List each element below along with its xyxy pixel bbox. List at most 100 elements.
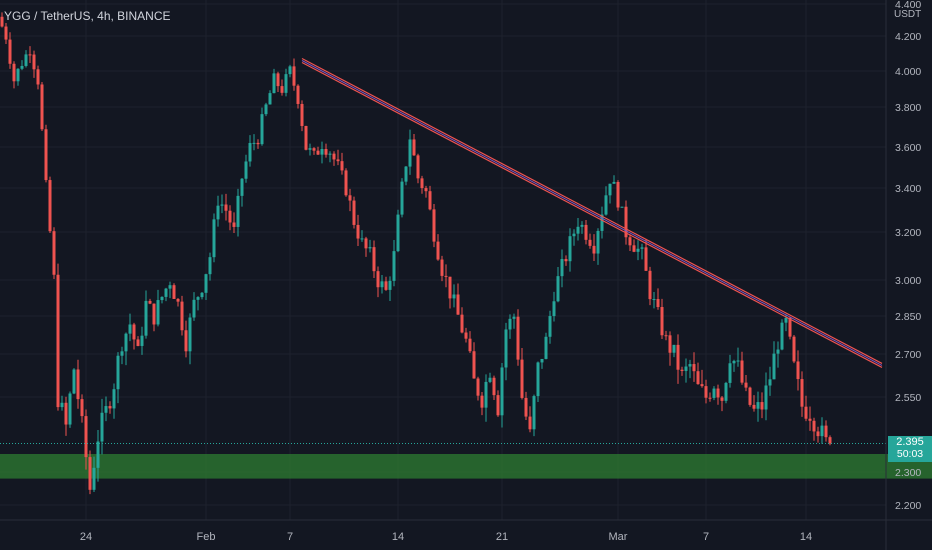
candle-body xyxy=(756,402,760,409)
candle-body xyxy=(628,237,632,246)
candle-body xyxy=(480,395,484,408)
candle-body xyxy=(664,335,668,337)
symbol-legend[interactable]: YGG / TetherUS, 4h, BINANCE xyxy=(4,9,171,23)
trendline-lower[interactable] xyxy=(301,61,883,368)
trendline[interactable] xyxy=(301,57,883,368)
candle-body xyxy=(728,363,732,383)
candle-body xyxy=(4,26,8,40)
candle-body xyxy=(552,301,556,317)
candle-body xyxy=(684,366,688,371)
candle-body xyxy=(644,247,648,271)
candle-body xyxy=(320,149,324,155)
candle-body xyxy=(208,257,212,275)
candle-body xyxy=(408,139,412,167)
candle-body xyxy=(336,159,340,162)
candle-body xyxy=(308,148,312,150)
price-tick-label: 2.550 xyxy=(895,392,921,404)
candle-body xyxy=(696,371,700,385)
candle-body xyxy=(364,238,368,249)
price-tick-label: 3.600 xyxy=(895,142,921,154)
candle-body xyxy=(596,230,600,254)
candle-body xyxy=(784,317,788,323)
bar-countdown: 50:03 xyxy=(888,448,932,462)
price-tick-label: 3.400 xyxy=(895,183,921,195)
candle-body xyxy=(400,181,404,215)
candle-body xyxy=(284,74,288,93)
candle-body xyxy=(776,349,780,354)
candle-body xyxy=(56,274,60,408)
candle-body xyxy=(660,307,664,336)
candle-body xyxy=(40,84,44,130)
candle-body xyxy=(332,153,336,160)
price-tick-label: 4.000 xyxy=(895,66,921,78)
candle-body xyxy=(312,148,316,151)
candle-body xyxy=(68,393,72,425)
candle-body xyxy=(528,416,532,430)
candle-body xyxy=(240,178,244,196)
candle-body xyxy=(692,364,696,372)
candle-body xyxy=(196,297,200,300)
candle-body xyxy=(280,86,284,93)
time-tick-label: 7 xyxy=(703,531,709,543)
time-tick-label: 24 xyxy=(80,531,92,543)
candle-body xyxy=(96,441,100,468)
candle-body xyxy=(536,362,540,397)
candle-body xyxy=(256,142,260,145)
candle-body xyxy=(688,364,692,367)
support-zone-rect[interactable] xyxy=(0,454,932,479)
candle-body xyxy=(488,377,492,382)
candle-body xyxy=(472,351,476,379)
trendline-upper[interactable] xyxy=(301,57,883,364)
candle-body xyxy=(676,344,680,370)
candle-body xyxy=(116,355,120,390)
price-axis[interactable]: 4.400 4.200 4.000 3.800 3.600 3.400 3.200 3.000… xyxy=(885,0,921,550)
candle-body xyxy=(420,178,424,189)
candle-body xyxy=(60,402,64,408)
candle-body xyxy=(412,139,416,156)
price-tick-label: 4.200 xyxy=(895,31,921,43)
candle-body xyxy=(568,236,572,262)
candle-body xyxy=(732,360,736,364)
candle-body xyxy=(604,195,608,215)
time-tick-label: 14 xyxy=(800,531,812,543)
candle-body xyxy=(512,316,516,319)
candle-body xyxy=(228,210,232,223)
candle-body xyxy=(624,206,628,238)
candle-body xyxy=(28,54,32,56)
candle-body xyxy=(440,259,444,276)
candle-body xyxy=(532,396,536,430)
candle-body xyxy=(212,219,216,258)
candle-body xyxy=(680,369,684,371)
candle-body xyxy=(652,299,656,301)
candle-body xyxy=(16,68,20,82)
candle-body xyxy=(584,224,588,240)
candle-body xyxy=(104,406,108,413)
candle-body xyxy=(416,155,420,179)
time-tick-label: 7 xyxy=(287,531,293,543)
candle-body xyxy=(576,226,580,234)
candle-body xyxy=(824,425,828,438)
candle-body xyxy=(324,149,328,155)
price-tick-label: 2.200 xyxy=(895,500,921,512)
candle-body xyxy=(800,379,804,407)
candle-body xyxy=(560,259,564,277)
grid-lines xyxy=(0,0,886,520)
candle-body xyxy=(368,247,372,249)
candle-body xyxy=(156,300,160,325)
candle-body xyxy=(620,206,624,208)
candle-body xyxy=(720,397,724,401)
candle-body xyxy=(236,195,240,227)
time-axis[interactable]: 24 Feb 7 14 21 Mar 7 14 xyxy=(0,519,932,543)
candle-body xyxy=(516,316,520,360)
candle-body xyxy=(580,224,584,227)
candle-body xyxy=(404,166,408,182)
candle-body xyxy=(764,385,768,410)
candle-body xyxy=(444,275,448,277)
candle-body xyxy=(556,276,560,302)
candle-body xyxy=(120,351,124,356)
candle-body xyxy=(20,65,24,69)
candle-body xyxy=(592,245,596,254)
price-tick-label: 2.850 xyxy=(895,311,921,323)
candle-body xyxy=(804,406,808,419)
